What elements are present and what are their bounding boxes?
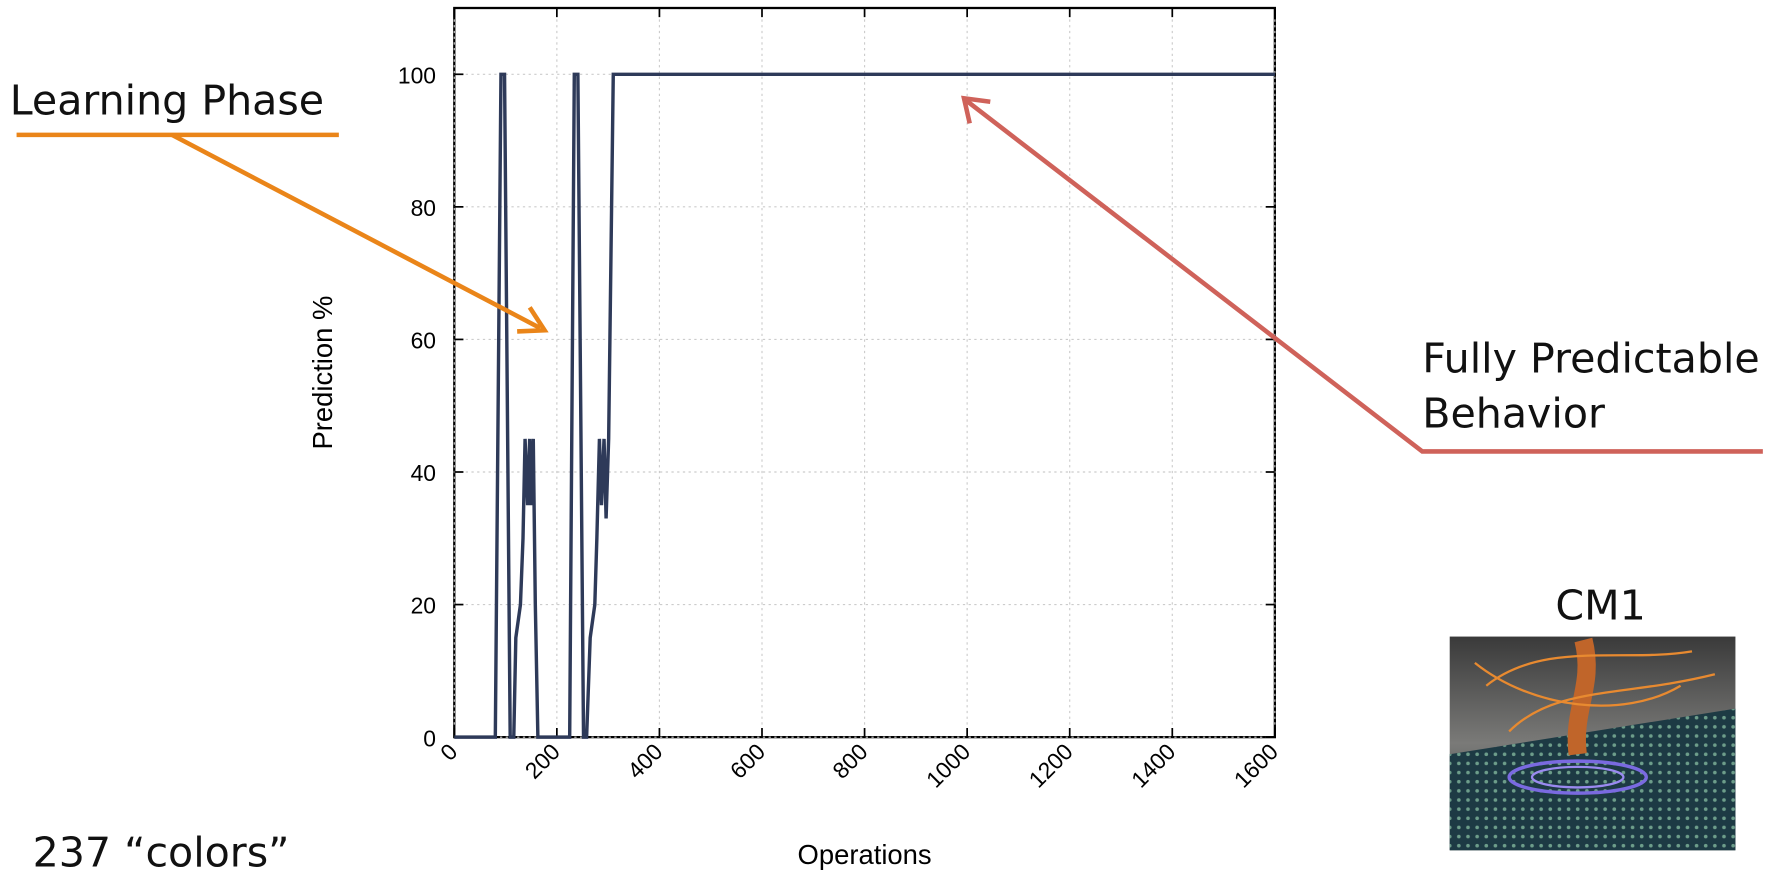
y-tick-label: 20 [411,593,436,619]
x-tick-label: 600 [725,738,770,783]
y-axis-label: Prediction % [307,296,338,450]
arrow [170,132,542,331]
x-tick-label: 1000 [921,738,975,792]
x-tick-label: 1600 [1229,738,1283,792]
data-line [454,72,1275,739]
count-label: 237 “colors” [33,828,290,872]
x-tick-label: 800 [827,738,872,783]
learning-label: Learning Phase [10,76,324,124]
predictable-label: Behavior [1422,389,1605,437]
y-tick-label: 0 [423,725,436,751]
thumbnail [1449,636,1736,851]
arrow-head [517,306,549,334]
x-axis-label: Operations [798,839,932,870]
y-tick-label: 40 [411,460,436,486]
arrow-head [961,95,991,124]
predictable-label: Fully Predictable [1422,335,1759,383]
y-tick-label: 80 [411,195,436,221]
x-tick-label: 400 [622,738,667,783]
y-tick-label: 60 [411,328,436,354]
x-tick-label: 0 [435,738,462,765]
x-tick-label: 1200 [1023,738,1077,792]
x-tick-label: 200 [520,738,565,783]
image-caption: CM1 [1555,581,1645,629]
y-tick-label: 100 [398,62,436,88]
x-tick-label: 1400 [1126,738,1180,792]
arrow [964,98,1763,454]
